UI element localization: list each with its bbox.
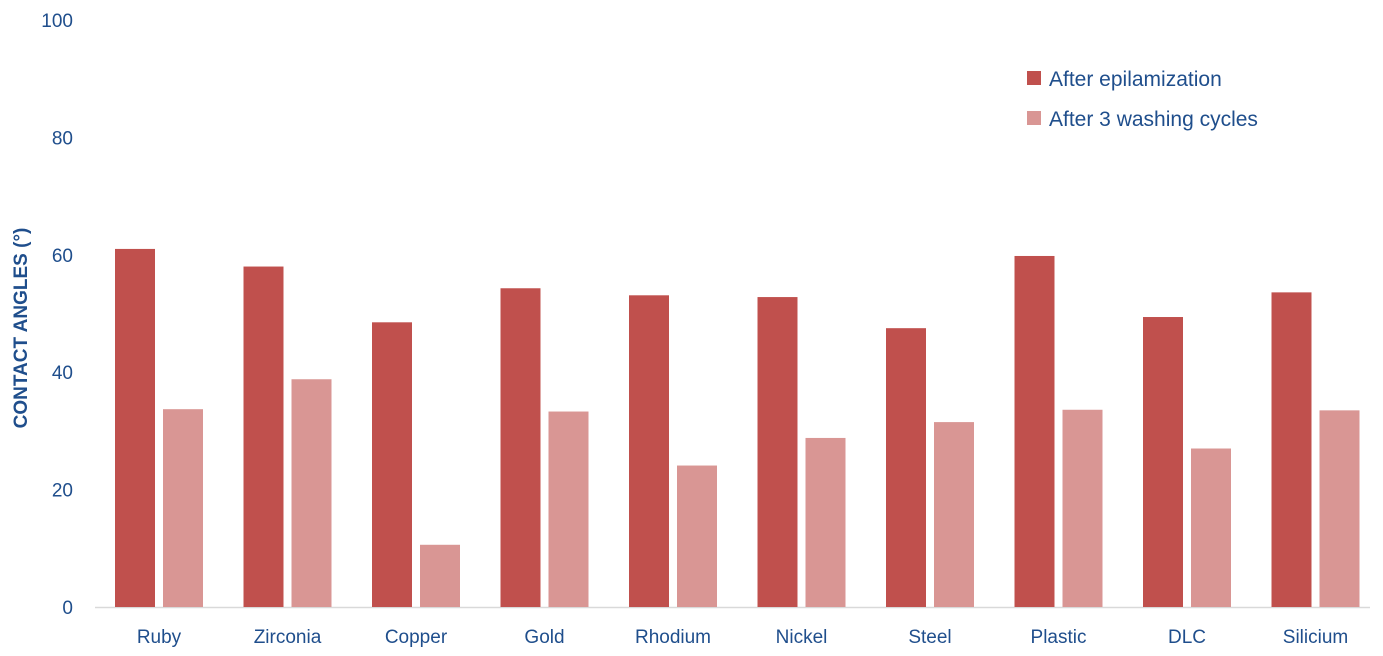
x-tick-label: Copper xyxy=(385,627,448,648)
x-tick-label: Nickel xyxy=(776,627,828,648)
bar-after-3-washing-cycles-rhodium xyxy=(677,465,717,607)
y-tick-label: 40 xyxy=(52,363,73,384)
bar-after-epilamization-dlc xyxy=(1143,317,1183,607)
bar-after-3-washing-cycles-steel xyxy=(934,422,974,607)
bar-after-3-washing-cycles-dlc xyxy=(1191,448,1231,607)
legend: After epilamization After 3 washing cycl… xyxy=(1027,68,1258,131)
bar-after-3-washing-cycles-nickel xyxy=(805,437,846,607)
x-tick-label: Silicium xyxy=(1283,627,1348,648)
bar-after-epilamization-silicium xyxy=(1271,292,1312,607)
y-tick-label: 80 xyxy=(52,128,73,149)
x-tick-label: Steel xyxy=(908,627,951,648)
y-axis-title: CONTACT ANGLES (°) xyxy=(11,228,32,429)
bar-after-epilamization-zirconia xyxy=(243,266,284,607)
y-axis-ticks: 0 20 40 60 80 100 xyxy=(41,11,73,619)
y-tick-label: 20 xyxy=(52,481,73,502)
bar-after-3-washing-cycles-copper xyxy=(420,544,460,607)
x-tick-label: DLC xyxy=(1168,627,1206,648)
x-tick-label: Plastic xyxy=(1031,627,1087,648)
x-axis-tick-labels: Ruby Zirconia Copper Gold Rhodium Nickel Steel… xyxy=(137,627,1348,648)
bar-after-epilamization-plastic xyxy=(1014,255,1055,607)
x-tick-label: Gold xyxy=(524,627,564,648)
x-tick-label: Ruby xyxy=(137,627,182,648)
y-tick-label: 100 xyxy=(41,11,73,32)
legend-swatch-after-3-washing-cycles xyxy=(1027,111,1041,125)
bar-after-epilamization-ruby xyxy=(115,248,155,607)
legend-label-after-3-washing-cycles: After 3 washing cycles xyxy=(1049,108,1258,131)
y-tick-label: 0 xyxy=(62,598,73,619)
legend-label-after-epilamization: After epilamization xyxy=(1049,68,1222,91)
x-tick-label: Rhodium xyxy=(635,627,711,648)
bar-after-epilamization-steel xyxy=(886,328,926,607)
bar-after-3-washing-cycles-plastic xyxy=(1062,409,1103,607)
bar-after-3-washing-cycles-silicium xyxy=(1319,410,1360,607)
bar-after-epilamization-gold xyxy=(500,288,541,607)
bar-after-3-washing-cycles-zirconia xyxy=(291,379,332,607)
legend-item-after-epilamization: After epilamization xyxy=(1027,68,1222,91)
y-tick-label: 60 xyxy=(52,246,73,267)
bar-after-epilamization-rhodium xyxy=(629,295,669,607)
x-tick-label: Zirconia xyxy=(254,627,322,648)
legend-swatch-after-epilamization xyxy=(1027,71,1041,85)
bar-after-epilamization-copper xyxy=(372,322,412,607)
bar-after-3-washing-cycles-gold xyxy=(548,411,589,607)
legend-item-after-3-washing-cycles: After 3 washing cycles xyxy=(1027,108,1258,131)
bars-group xyxy=(115,248,1360,607)
bar-after-3-washing-cycles-ruby xyxy=(163,409,203,607)
bar-after-epilamization-nickel xyxy=(757,297,798,607)
y-axis-title-group: CONTACT ANGLES (°) xyxy=(11,228,32,429)
